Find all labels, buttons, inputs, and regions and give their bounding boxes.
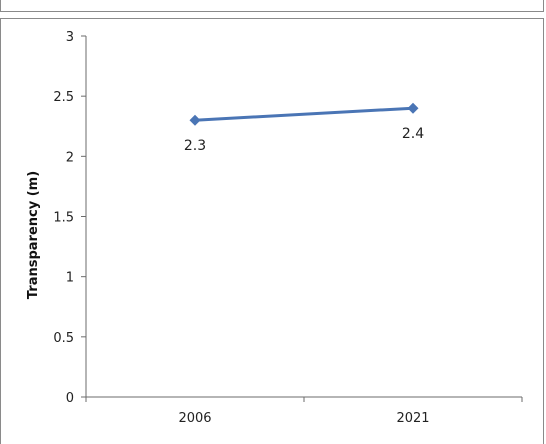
data-label: 2.4 bbox=[402, 126, 424, 142]
x-axis-ticks: 2006 2021 bbox=[85, 397, 523, 426]
data-label: 2.3 bbox=[184, 138, 206, 154]
y-tick-label: 0 bbox=[66, 391, 74, 406]
chart-frame bbox=[0, 18, 544, 444]
y-axis-title: Transparency (m) bbox=[26, 171, 41, 299]
y-tick-label: 1 bbox=[66, 271, 74, 286]
y-tick-label: 3 bbox=[66, 30, 74, 45]
series-line bbox=[194, 106, 414, 122]
data-point-marker bbox=[189, 114, 201, 126]
upper-panel-frame bbox=[0, 0, 544, 12]
series-layer: 2.3 2.4 bbox=[184, 102, 424, 154]
axes bbox=[85, 36, 522, 398]
y-tick-label: 2 bbox=[66, 150, 74, 165]
y-tick-label: 0.5 bbox=[53, 331, 74, 346]
x-tick-label: 2006 bbox=[178, 411, 211, 426]
data-point-marker bbox=[407, 102, 419, 114]
y-axis-ticks: 0 0.5 1 1.5 2 2.5 3 bbox=[53, 30, 86, 406]
x-tick-label: 2021 bbox=[396, 411, 429, 426]
y-tick-label: 1.5 bbox=[53, 211, 74, 226]
y-tick-label: 2.5 bbox=[53, 90, 74, 105]
